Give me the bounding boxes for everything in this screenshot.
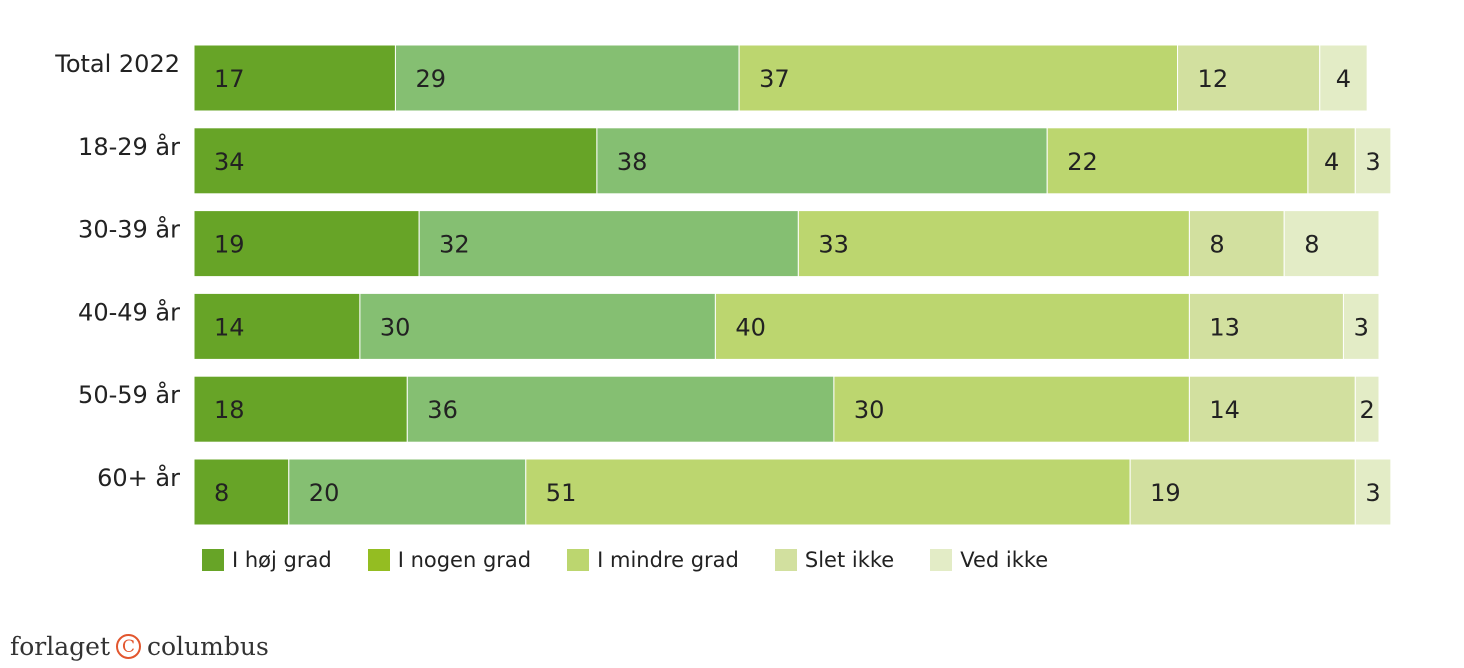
data-label: 33 [818, 231, 849, 259]
legend-swatch [774, 549, 797, 571]
data-label: 3 [1365, 479, 1380, 507]
legend-label: I nogen grad [397, 548, 532, 572]
category-label: 18-29 år [78, 132, 180, 161]
category-label: 40-49 år [78, 297, 180, 326]
data-label: 37 [759, 65, 790, 93]
bar-segment [1129, 458, 1356, 526]
legend-label: Slet ikke [804, 548, 895, 572]
data-label: 4 [1324, 148, 1339, 176]
data-label: 13 [1209, 313, 1240, 341]
bar-segment [418, 210, 799, 278]
bar-segment [797, 210, 1190, 278]
legend-item: Slet ikke [774, 548, 895, 572]
data-label: 14 [214, 313, 245, 341]
data-label: 20 [309, 479, 340, 507]
data-label: 19 [214, 231, 245, 259]
legend-item: I mindre grad [567, 548, 739, 572]
brand-left-text: forlaget [10, 632, 110, 661]
bar-segment [833, 375, 1190, 443]
data-label: 30 [854, 396, 885, 424]
data-label: 36 [427, 396, 458, 424]
bar-segment [193, 127, 598, 195]
data-label: 17 [214, 65, 245, 93]
bar-segment [1188, 292, 1344, 360]
bar-segment [406, 375, 835, 443]
legend-label: I høj grad [232, 548, 332, 572]
data-label: 38 [617, 148, 648, 176]
data-label: 14 [1209, 396, 1240, 424]
data-label: 12 [1198, 65, 1229, 93]
data-label: 18 [214, 396, 245, 424]
bar-segment [193, 44, 396, 112]
data-label: 22 [1067, 148, 1098, 176]
bar-segment [193, 458, 290, 526]
category-label: 50-59 år [78, 380, 180, 409]
data-label: 30 [380, 313, 411, 341]
legend-swatch [567, 549, 590, 571]
publisher-logo: forlaget C columbus [10, 632, 269, 661]
bar-segment [288, 458, 527, 526]
bar-segment [1177, 44, 1321, 112]
bar-segment [1188, 210, 1285, 278]
data-label: 3 [1354, 313, 1369, 341]
category-label: Total 2022 [54, 50, 180, 78]
bar-segment [1307, 127, 1356, 195]
bar-segment [525, 458, 1131, 526]
bar-segment [714, 292, 1190, 360]
copyright-c-icon: C [116, 634, 141, 659]
legend: I høj grad I nogen grad I mindre grad Slet … [202, 548, 1084, 572]
bar-segment [596, 127, 1048, 195]
legend-swatch [930, 549, 953, 571]
data-label: 40 [735, 313, 766, 341]
legend-item: Ved ikke [930, 548, 1048, 572]
legend-label: I mindre grad [597, 548, 739, 572]
bar-segment [1354, 375, 1380, 443]
bar-segment [193, 292, 361, 360]
bar-segment [1188, 375, 1356, 443]
bar-segment [1319, 44, 1368, 112]
bar-segment [1354, 127, 1392, 195]
bar-segment [1046, 127, 1309, 195]
data-label: 19 [1150, 479, 1181, 507]
data-label: 3 [1365, 148, 1380, 176]
bar-segment [193, 210, 420, 278]
data-label: 8 [1209, 231, 1224, 259]
bar-segment [359, 292, 716, 360]
data-label: 4 [1336, 65, 1351, 93]
bar-segment [1354, 458, 1392, 526]
legend-label: Ved ikke [960, 548, 1049, 572]
legend-swatch [367, 549, 390, 571]
bar-segment [1342, 292, 1380, 360]
legend-item: I høj grad [202, 548, 332, 572]
data-label: 8 [1304, 231, 1319, 259]
data-label: 32 [439, 231, 470, 259]
bar-segment [738, 44, 1179, 112]
category-label: 30-39 år [78, 215, 180, 244]
bar-segment [1283, 210, 1380, 278]
brand-right-text: columbus [147, 632, 269, 661]
data-label: 8 [214, 479, 229, 507]
legend-swatch [202, 549, 224, 571]
data-label: 2 [1360, 396, 1375, 424]
category-label: 60+ år [97, 463, 180, 492]
bar-segment [394, 44, 740, 112]
data-label: 51 [546, 479, 577, 507]
data-label: 34 [214, 148, 245, 176]
data-label: 29 [415, 65, 446, 93]
legend-item: I nogen grad [367, 548, 532, 572]
